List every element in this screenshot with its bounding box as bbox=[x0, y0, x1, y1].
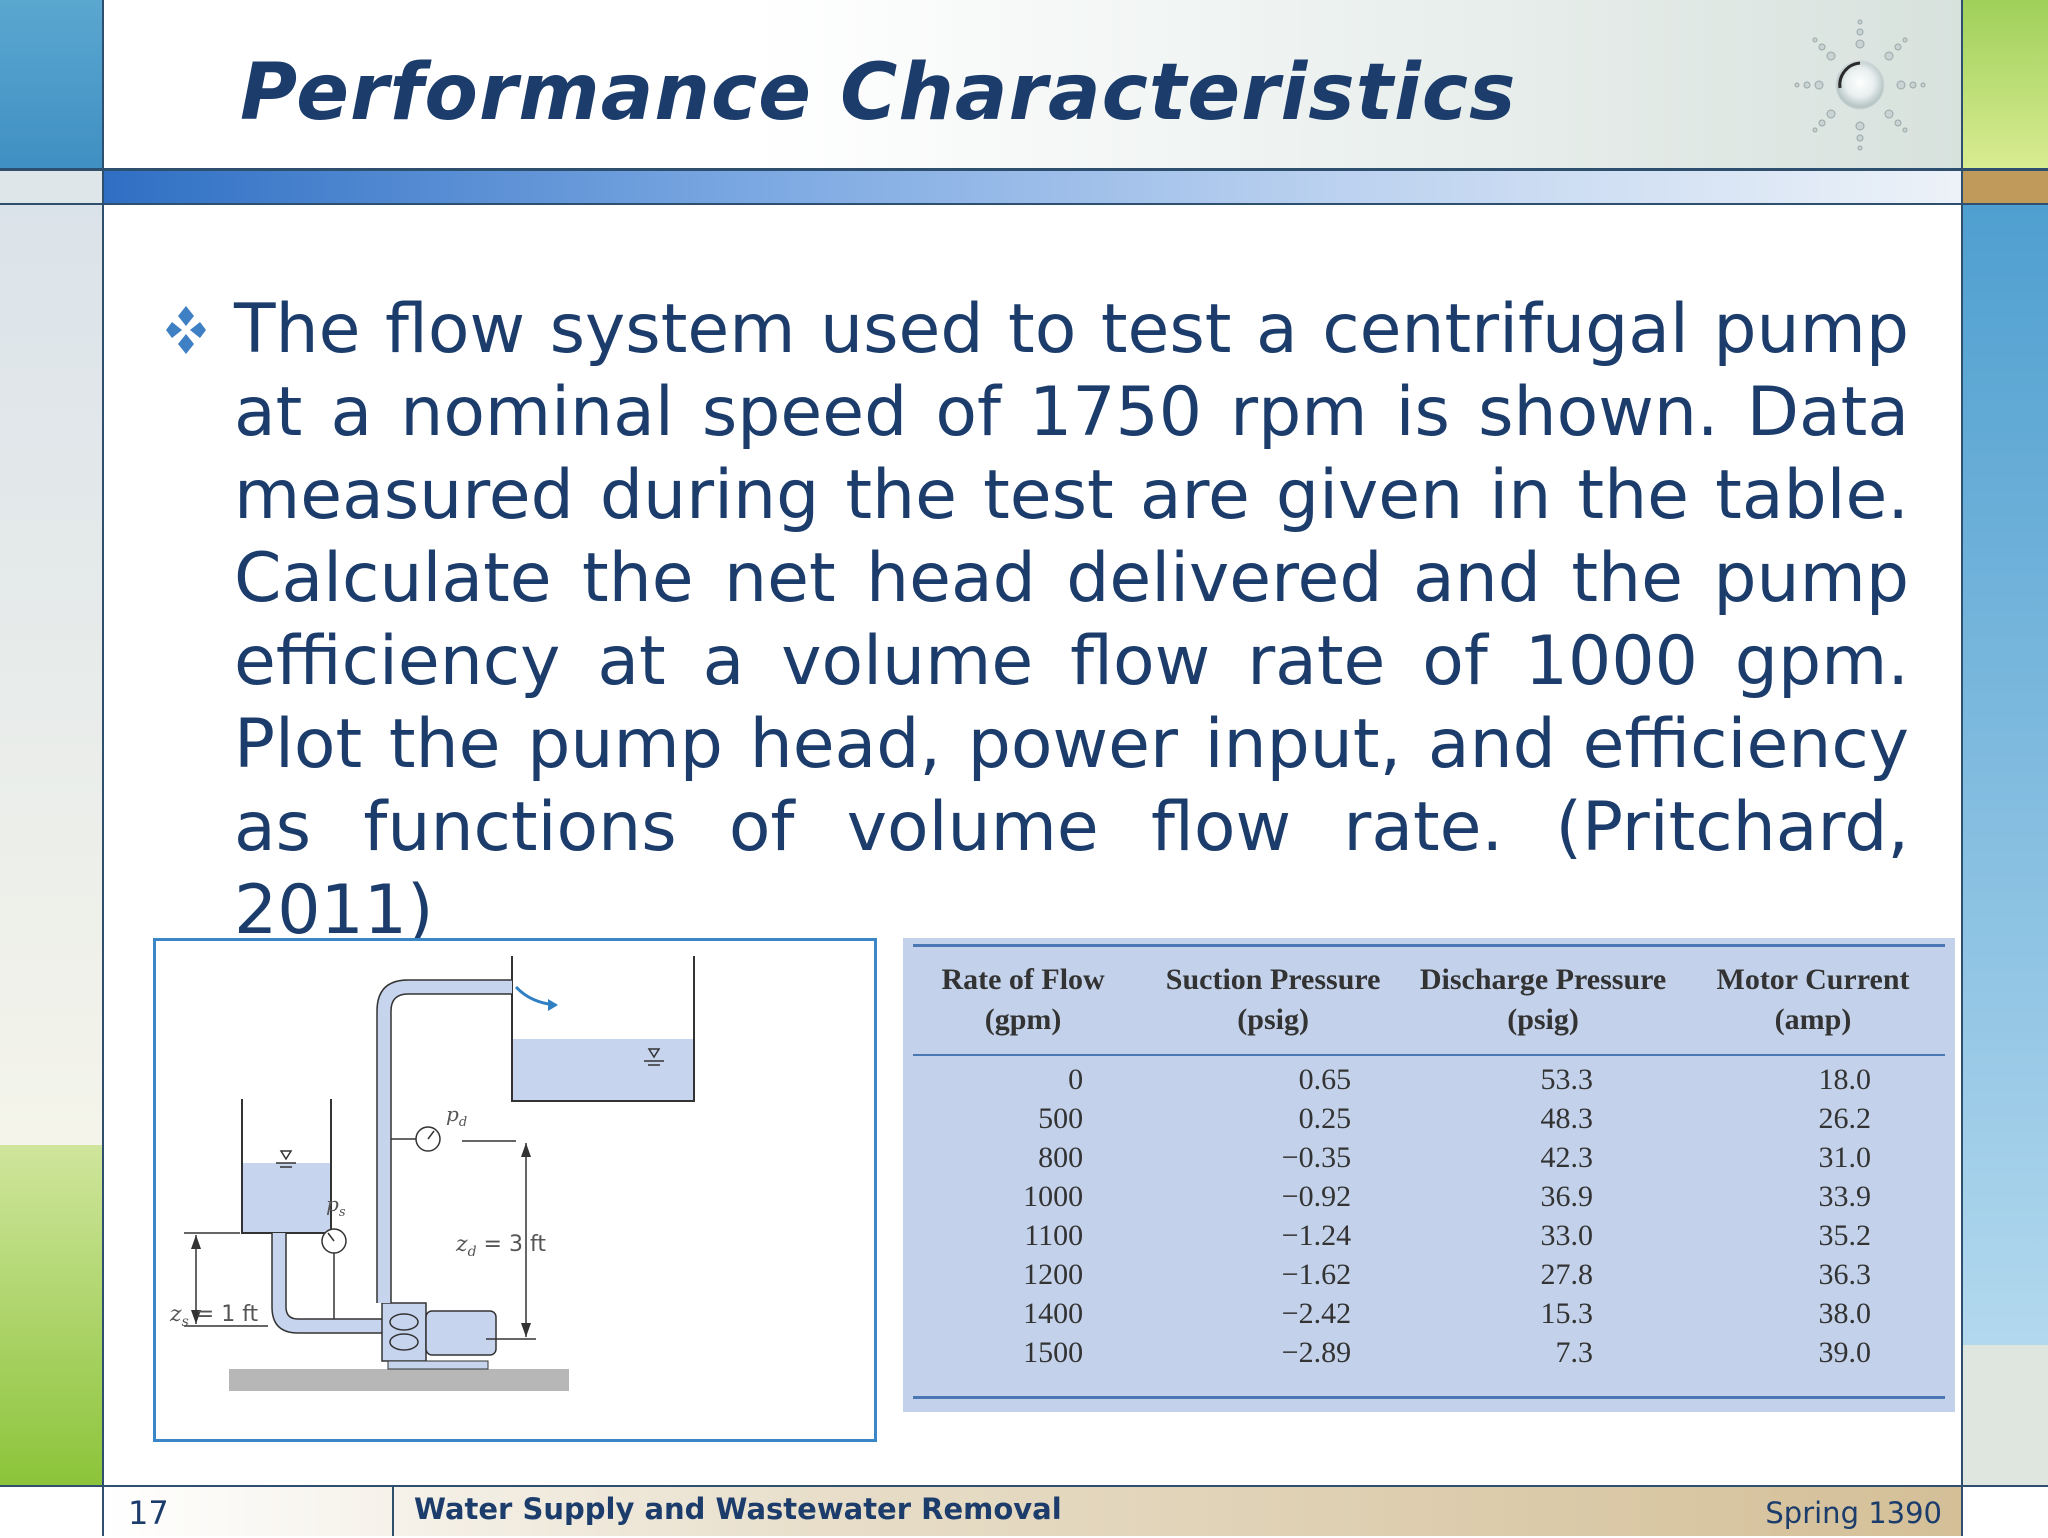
table-cell: −2.42 bbox=[1281, 1297, 1352, 1330]
slide-title: Performance Characteristics bbox=[240, 48, 1517, 138]
column-header: Motor Current (amp) bbox=[1716, 963, 1910, 1036]
left-top-block bbox=[0, 0, 102, 170]
left-top-strip bbox=[0, 170, 102, 205]
term-label: Spring 1390 bbox=[1765, 1496, 1942, 1530]
table-row: 1400 −2.42 15.3 38.0 bbox=[903, 1294, 1943, 1333]
table-cell: 1400 bbox=[1023, 1297, 1084, 1330]
table-cell: 0.65 bbox=[1298, 1063, 1352, 1096]
sun-logo-icon bbox=[1794, 19, 1926, 151]
column-header: Discharge Pressure (psig) bbox=[1419, 963, 1667, 1036]
data-table: Rate of Flow (gpm) Suction Pressure (psig)… bbox=[903, 960, 1943, 1372]
suction-pipe bbox=[272, 1233, 384, 1333]
table-row: 800 −0.35 42.3 31.0 bbox=[903, 1138, 1943, 1177]
ps-label: ps bbox=[326, 1192, 346, 1220]
table-row: 1000 −0.92 36.9 33.9 bbox=[903, 1177, 1943, 1216]
table-cell: 36.3 bbox=[1818, 1258, 1872, 1291]
header-gradient-bar bbox=[104, 171, 1961, 203]
divider-line bbox=[0, 203, 2048, 205]
table-bottom-rule bbox=[913, 1396, 1945, 1399]
table-row: 0 0.65 53.3 18.0 bbox=[903, 1060, 1943, 1099]
pump-casing bbox=[381, 1302, 427, 1362]
title-band bbox=[104, 0, 1961, 170]
table-cell: 38.0 bbox=[1818, 1297, 1872, 1330]
divider-line bbox=[102, 0, 104, 1536]
table-cell: 33.0 bbox=[1540, 1219, 1594, 1252]
pd-label: pd bbox=[446, 1102, 467, 1130]
table-cell: −0.35 bbox=[1281, 1141, 1352, 1174]
divider-line bbox=[392, 1487, 394, 1536]
table-cell: 31.0 bbox=[1818, 1141, 1872, 1174]
table-cell: 1000 bbox=[1023, 1180, 1084, 1213]
right-lower-block bbox=[1963, 1345, 2048, 1485]
course-title: Water Supply and Wastewater Removal bbox=[414, 1492, 1062, 1526]
ground-slab bbox=[229, 1369, 569, 1391]
left-green-block bbox=[0, 1145, 102, 1485]
right-side-panel bbox=[1963, 205, 2048, 1345]
table-cell: 53.3 bbox=[1540, 1063, 1594, 1096]
upper-tank-water bbox=[513, 1039, 693, 1100]
table-row: 1500 −2.89 7.3 39.0 bbox=[903, 1333, 1943, 1372]
diamond-bullet-icon bbox=[166, 306, 206, 354]
left-bottom-block bbox=[0, 1485, 102, 1538]
discharge-pipe bbox=[377, 980, 512, 1303]
table-cell: 42.3 bbox=[1540, 1141, 1594, 1174]
water-level-icon bbox=[644, 1048, 664, 1066]
table-cell: 26.2 bbox=[1818, 1102, 1872, 1135]
divider-line bbox=[0, 168, 2048, 171]
table-row: 1100 −1.24 33.0 35.2 bbox=[903, 1216, 1943, 1255]
lower-tank-water bbox=[243, 1163, 330, 1232]
zd-label: zd = 3 ft bbox=[455, 1232, 546, 1260]
table-header-rule bbox=[913, 1054, 1945, 1056]
table-cell: −2.89 bbox=[1281, 1336, 1352, 1369]
table-cell: 33.9 bbox=[1818, 1180, 1872, 1213]
table-cell: 48.3 bbox=[1540, 1102, 1594, 1135]
table-cell: 800 bbox=[1038, 1141, 1084, 1174]
footer-band bbox=[104, 1487, 1961, 1536]
table-cell: 15.3 bbox=[1540, 1297, 1594, 1330]
divider-line bbox=[1961, 0, 1963, 1536]
table-row: 1200 −1.62 27.8 36.3 bbox=[903, 1255, 1943, 1294]
pump-test-diagram: pd ps zd = 3 ft zs = 1 ft bbox=[153, 938, 877, 1442]
table-cell: −0.92 bbox=[1281, 1180, 1352, 1213]
table-cell: 39.0 bbox=[1818, 1336, 1872, 1369]
table-cell: 35.2 bbox=[1818, 1219, 1872, 1252]
table-cell: 18.0 bbox=[1818, 1063, 1872, 1096]
water-level-icon bbox=[276, 1150, 296, 1168]
table-cell: 1500 bbox=[1023, 1336, 1084, 1369]
test-data-table: Rate of Flow (gpm) Suction Pressure (psig)… bbox=[903, 938, 1955, 1412]
table-cell: 0 bbox=[1068, 1063, 1084, 1096]
table-cell: 27.8 bbox=[1540, 1258, 1594, 1291]
table-row: 500 0.25 48.3 26.2 bbox=[903, 1099, 1943, 1138]
table-cell: 36.9 bbox=[1540, 1180, 1594, 1213]
table-cell: 1100 bbox=[1024, 1219, 1084, 1252]
table-header-row: Rate of Flow (gpm) Suction Pressure (psig)… bbox=[903, 960, 1943, 1040]
left-side-panel bbox=[0, 205, 102, 1145]
problem-statement: The flow system used to test a centrifug… bbox=[234, 290, 1909, 950]
table-cell: 500 bbox=[1038, 1102, 1084, 1135]
column-header: Rate of Flow (gpm) bbox=[941, 963, 1105, 1036]
table-cell: −1.62 bbox=[1281, 1258, 1352, 1291]
right-top-block bbox=[1963, 0, 2048, 170]
table-cell: −1.24 bbox=[1281, 1219, 1352, 1252]
table-cell: 0.25 bbox=[1298, 1102, 1352, 1135]
pump-motor bbox=[425, 1310, 497, 1356]
upper-tank bbox=[511, 956, 695, 1102]
zs-label: zs = 1 ft bbox=[169, 1302, 259, 1330]
table-cell: 7.3 bbox=[1555, 1336, 1594, 1369]
right-top-strip bbox=[1963, 170, 2048, 205]
table-cell: 1200 bbox=[1023, 1258, 1084, 1291]
table-top-rule bbox=[913, 944, 1945, 947]
pump-system-schematic: pd ps zd = 3 ft zs = 1 ft bbox=[169, 956, 695, 1391]
page-number: 17 bbox=[128, 1494, 169, 1532]
divider-line bbox=[0, 1485, 2048, 1487]
column-header: Suction Pressure (psig) bbox=[1165, 963, 1381, 1036]
right-bottom-block bbox=[1963, 1485, 2048, 1538]
